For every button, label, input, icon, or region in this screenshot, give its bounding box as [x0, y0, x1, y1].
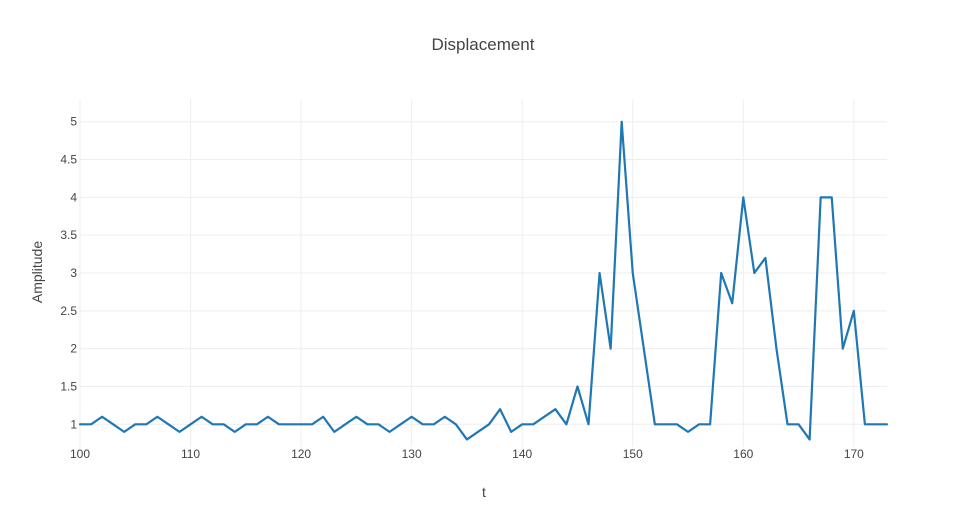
y-tick-label: 5 [70, 115, 77, 129]
x-tick-label: 140 [512, 447, 532, 461]
x-tick-label: 170 [844, 447, 864, 461]
x-tick-label: 130 [402, 447, 422, 461]
y-tick-label: 2 [70, 342, 77, 356]
y-tick-label: 3 [70, 266, 77, 280]
chart-title: Displacement [432, 35, 535, 54]
y-tick-label: 1.5 [60, 379, 77, 393]
y-tick-label: 1 [70, 417, 77, 431]
y-tick-label: 4.5 [60, 153, 77, 167]
plot-area [78, 120, 889, 441]
y-tick-label: 4 [70, 190, 77, 204]
x-axis-title: t [482, 484, 486, 500]
x-tick-label: 110 [181, 447, 200, 461]
y-tick-label: 3.5 [60, 228, 77, 242]
y-axis-title: Amplitude [29, 241, 45, 303]
y-tick-label: 2.5 [60, 304, 77, 318]
y-axis-tick-labels: 1 1.5 2 2.5 3 3.5 4 4.5 5 [60, 115, 77, 432]
x-tick-label: 120 [291, 447, 311, 461]
series-line [78, 120, 889, 441]
x-tick-label: 150 [623, 447, 643, 461]
x-axis-tick-labels: 100 110 120 130 140 150 160 170 [70, 447, 864, 461]
x-tick-label: 100 [70, 447, 90, 461]
gridlines [79, 99, 887, 447]
x-tick-label: 160 [733, 447, 753, 461]
